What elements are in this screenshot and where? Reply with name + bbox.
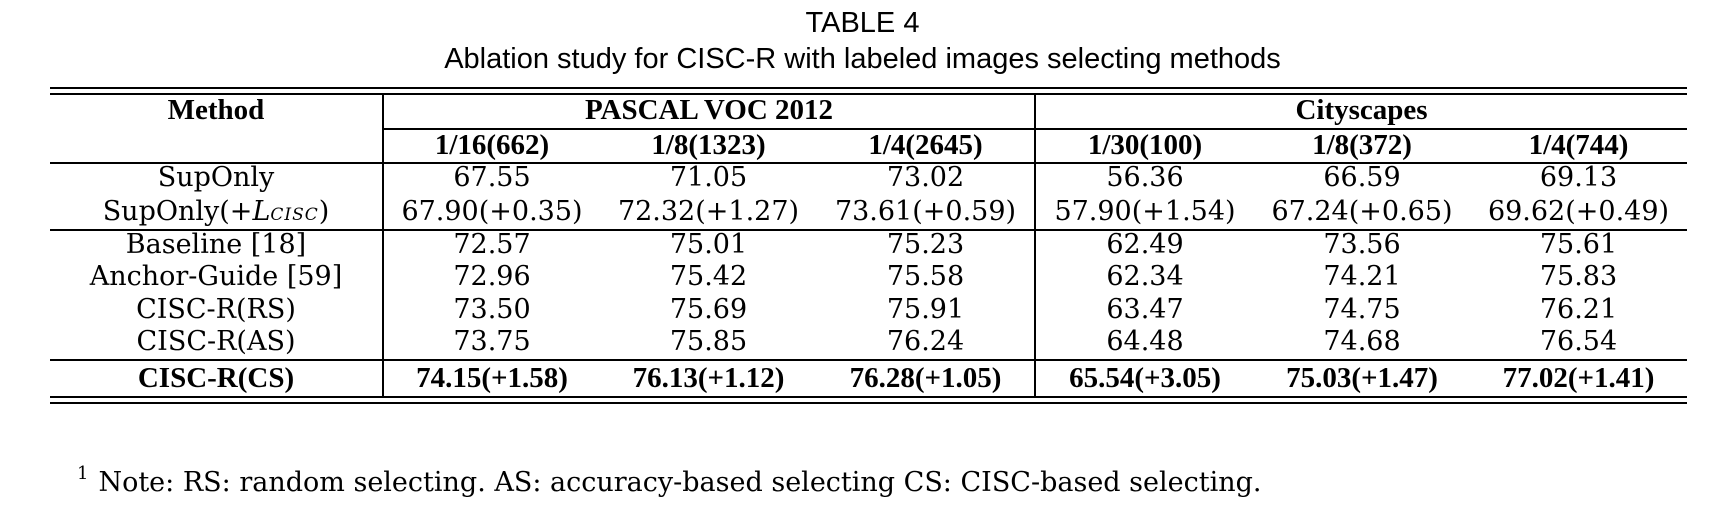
cell-value: 72.96: [453, 261, 531, 292]
cell-value: 75.42: [669, 261, 748, 292]
cell-value: 65.54(+3.05): [1069, 362, 1221, 394]
cell-value: 62.34: [1106, 261, 1184, 292]
cell-value: 75.61: [1539, 229, 1618, 260]
cell-value: 62.49: [1106, 229, 1184, 260]
method-suffix: ): [318, 196, 330, 227]
cell-value: 67.90(+0.35): [401, 196, 583, 227]
column-header: 1/30(100): [1087, 129, 1203, 161]
cell-value: 56.36: [1106, 162, 1184, 193]
cell-value: 75.69: [669, 294, 748, 325]
cell-value: 75.03(+1.47): [1286, 362, 1438, 394]
cell-value: 76.28(+1.05): [849, 362, 1002, 394]
cell-value: 74.15(+1.58): [416, 362, 568, 394]
cell-value: 73.75: [453, 326, 531, 357]
row-method: CISC-R(AS): [136, 326, 296, 357]
cell-value: 75.85: [669, 326, 748, 357]
cell-value: 73.61(+0.59): [834, 196, 1017, 227]
cell-value: 74.75: [1323, 294, 1401, 325]
cell-value: 76.24: [886, 326, 965, 357]
method-header: Method: [167, 94, 265, 126]
top-rule-inner: [50, 93, 1687, 95]
row-method: SupOnly: [157, 162, 275, 193]
cell-value: 72.57: [453, 229, 531, 260]
column-header: 1/8(1323): [651, 129, 766, 161]
method-math-base: L: [252, 196, 271, 227]
method-math-subscript: CISC: [270, 205, 319, 225]
row-method: SupOnly(+LCISC): [50, 194, 382, 230]
group-header-cityscapes: Cityscapes: [1295, 94, 1428, 126]
top-rule: [50, 87, 1687, 89]
cell-value: 69.62(+0.49): [1487, 196, 1670, 227]
cell-value: 74.68: [1323, 326, 1401, 357]
cell-value: 75.01: [669, 229, 748, 260]
row-method: Baseline [18]: [125, 229, 307, 260]
dataset-divider: [1034, 95, 1036, 396]
cell-value: 75.23: [886, 229, 965, 260]
table-caption-title: Ablation study for CISC-R with labeled i…: [444, 43, 1281, 75]
cell-value: 76.13(+1.12): [632, 362, 785, 394]
cell-value: 57.90(+1.54): [1054, 196, 1236, 227]
bottom-rule-inner: [50, 402, 1687, 404]
cell-value: 73.56: [1323, 229, 1401, 260]
cell-value: 66.59: [1323, 162, 1401, 193]
cell-value: 76.21: [1539, 294, 1618, 325]
table-footnote: 1 Note: RS: random selecting. AS: accurac…: [77, 454, 1261, 503]
cell-value: 73.50: [453, 294, 531, 325]
method-divider: [382, 95, 384, 396]
cell-value: 76.54: [1539, 326, 1618, 357]
row-method: CISC-R(CS): [137, 362, 295, 394]
column-header: 1/16(662): [434, 129, 550, 161]
method-prefix: SupOnly(+: [102, 196, 253, 227]
cell-value: 73.02: [886, 162, 965, 193]
row-method: CISC-R(RS): [136, 294, 296, 325]
table-caption-label: TABLE 4: [805, 7, 920, 39]
cell-value: 69.13: [1539, 162, 1618, 193]
bottom-rule: [50, 396, 1687, 398]
row-method: Anchor-Guide [59]: [89, 261, 343, 292]
cell-value: 64.48: [1106, 326, 1184, 357]
cell-value: 72.32(+1.27): [617, 196, 800, 227]
column-header: 1/4(2645): [868, 129, 983, 161]
column-header: 1/8(372): [1312, 129, 1412, 161]
cell-value: 63.47: [1106, 294, 1184, 325]
cell-value: 67.55: [453, 162, 531, 193]
method-math: LCISC: [252, 196, 318, 227]
bold-row-rule: [50, 359, 1687, 361]
cell-value: 75.58: [886, 261, 965, 292]
footnote-text: Note: RS: random selecting. AS: accuracy…: [98, 467, 1262, 498]
column-header: 1/4(744): [1528, 129, 1629, 161]
footnote-marker: 1: [77, 463, 89, 484]
cell-value: 75.83: [1539, 261, 1618, 292]
cell-value: 75.91: [886, 294, 965, 325]
header-bottom-rule: [50, 162, 1687, 164]
cell-value: 77.02(+1.41): [1502, 362, 1655, 394]
cell-value: 74.21: [1323, 261, 1401, 292]
group-header-pascal: PASCAL VOC 2012: [584, 94, 834, 126]
cell-value: 67.24(+0.65): [1271, 196, 1453, 227]
cell-value: 71.05: [669, 162, 748, 193]
section-rule: [50, 229, 1687, 231]
